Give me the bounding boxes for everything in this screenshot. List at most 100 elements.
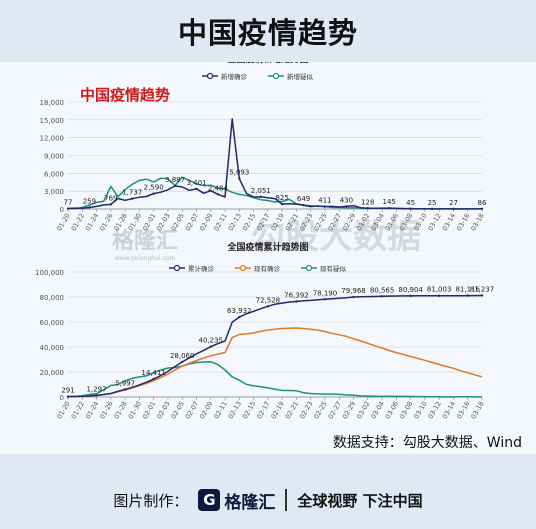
data-label-2-4: 14,411 bbox=[141, 369, 166, 377]
y-tick-label-2-1: 0 bbox=[60, 394, 64, 402]
x-tick-label-1-28: 03-14 bbox=[441, 212, 457, 232]
data-label-2-3: 5,997 bbox=[115, 380, 135, 388]
x-tick-label-2-12: 02-11 bbox=[212, 400, 228, 420]
legend-marker-2-2 bbox=[239, 264, 247, 272]
x-tick-label-2-18: 02-23 bbox=[298, 400, 314, 420]
data-point-1-14 bbox=[345, 205, 348, 208]
data-label-1-15: 128 bbox=[361, 198, 374, 206]
page-title: 中国疫情趋势 bbox=[177, 16, 358, 50]
x-tick-label-2-11: 02-09 bbox=[198, 400, 214, 420]
footer-logo-text: 格隆汇 bbox=[224, 492, 276, 513]
x-tick-label-2-17: 02-21 bbox=[284, 400, 300, 420]
y-tick-label-1-4: 9,000 bbox=[44, 153, 64, 161]
data-label-1-7: 3,401 bbox=[186, 179, 206, 187]
data-label-2-15: 81,116 bbox=[455, 286, 480, 294]
data-label-1-20: 86 bbox=[478, 199, 487, 207]
x-tick-label-2-19: 02-25 bbox=[312, 400, 328, 420]
data-label-1-6: 3,887 bbox=[165, 176, 185, 184]
data-label-2-5: 28,060 bbox=[170, 352, 195, 360]
y-tick-label-1-6: 15,000 bbox=[40, 117, 65, 125]
data-point-1-20 bbox=[480, 207, 484, 210]
x-tick-label-2-28: 03-14 bbox=[441, 400, 457, 420]
data-label-1-19: 27 bbox=[449, 199, 458, 207]
x-tick-label-2-5: 01-28 bbox=[112, 400, 128, 420]
x-tick-label-1-9: 02-05 bbox=[170, 212, 186, 232]
data-label-1-18: 25 bbox=[428, 199, 437, 207]
data-label-2-16: 81,237 bbox=[470, 285, 495, 293]
data-point-1-11 bbox=[280, 202, 284, 206]
y-tick-label-1-3: 6,000 bbox=[44, 170, 64, 178]
data-label-1-9: 5,093 bbox=[229, 169, 249, 177]
data-point-2-5 bbox=[181, 360, 184, 364]
data-point-1-3 bbox=[109, 203, 113, 206]
x-tick-label-2-16: 02-19 bbox=[269, 400, 285, 420]
footer: 图片制作： G 格隆汇 全球视野 下注中国 bbox=[0, 480, 536, 520]
y-tick-label-1-7: 18,000 bbox=[40, 99, 65, 107]
watermark-text: 勾股大数据 bbox=[251, 217, 421, 257]
data-label-1-5: 2,590 bbox=[144, 184, 164, 192]
chart-title-2: 全国疫情累计趋势图 bbox=[226, 241, 308, 253]
x-tick-label-2-27: 03-12 bbox=[427, 400, 443, 420]
x-tick-label-2-21: 02-29 bbox=[341, 400, 357, 420]
data-label-2-6: 40,235 bbox=[199, 337, 224, 345]
data-point-2-12 bbox=[380, 295, 384, 298]
x-tick-label-2-13: 02-13 bbox=[227, 400, 243, 420]
series-line-2-1 bbox=[67, 294, 483, 398]
x-tick-label-2-22: 03-02 bbox=[355, 400, 371, 420]
legend-marker-2-1 bbox=[173, 264, 181, 272]
legend-label-2-1: 累计确诊 bbox=[188, 264, 215, 273]
y-tick-label-2-3: 40,000 bbox=[40, 344, 65, 352]
x-tick-label-2-20: 02-27 bbox=[327, 400, 343, 420]
x-tick-label-2-2: 01-22 bbox=[70, 400, 86, 420]
data-point-1-13 bbox=[323, 205, 327, 208]
footer-divider bbox=[285, 489, 288, 511]
footer-logo: G 格隆汇 bbox=[198, 488, 275, 513]
x-tick-label-1-12: 02-11 bbox=[212, 212, 228, 232]
legend-label-2-2: 现有确诊 bbox=[254, 264, 281, 273]
data-point-2-1 bbox=[66, 395, 70, 398]
data-point-2-6 bbox=[209, 345, 212, 348]
data-point-1-5 bbox=[152, 192, 155, 195]
data-label-1-2: 259 bbox=[83, 197, 96, 205]
data-label-1-11: 825 bbox=[275, 194, 288, 202]
x-tick-label-1-27: 03-12 bbox=[427, 212, 443, 232]
x-tick-label-2-29: 03-16 bbox=[455, 400, 471, 420]
legend-marker-1-2 bbox=[272, 72, 280, 80]
legend-label-1-2: 新增疑似 bbox=[287, 72, 314, 81]
x-tick-label-2-25: 03-08 bbox=[398, 400, 414, 420]
data-label-1-1: 77 bbox=[64, 199, 73, 207]
data-point-1-9 bbox=[238, 177, 241, 180]
x-tick-label-1-2: 01-22 bbox=[70, 212, 86, 232]
data-point-1-6 bbox=[173, 184, 177, 188]
data-point-2-3 bbox=[123, 388, 127, 391]
y-tick-label-2-4: 60,000 bbox=[40, 319, 65, 327]
source-note: 数据支持：勾股大数据、Wind bbox=[332, 435, 522, 451]
data-point-2-2 bbox=[95, 394, 98, 397]
data-point-2-10 bbox=[323, 298, 327, 301]
data-point-1-16 bbox=[388, 206, 391, 210]
data-point-1-8 bbox=[216, 193, 220, 196]
x-tick-label-2-26: 03-10 bbox=[412, 400, 428, 420]
series-line-1-1 bbox=[67, 118, 483, 210]
data-point-2-8 bbox=[266, 305, 270, 308]
data-label-2-7: 63,932 bbox=[227, 307, 252, 315]
data-label-2-9: 76,392 bbox=[284, 292, 309, 300]
x-tick-label-2-4: 01-26 bbox=[98, 400, 114, 420]
data-point-2-14 bbox=[437, 294, 441, 297]
footer-slogan: 全球视野 下注中国 bbox=[297, 491, 423, 510]
data-point-2-16 bbox=[480, 294, 484, 297]
data-point-1-1 bbox=[66, 207, 70, 210]
x-tick-label-1-30: 03-18 bbox=[469, 212, 485, 232]
watermark-logo-text: 格隆汇 bbox=[112, 228, 178, 254]
data-point-2-7 bbox=[238, 315, 241, 319]
x-tick-label-2-9: 02-05 bbox=[170, 400, 186, 420]
data-label-2-14: 81,003 bbox=[427, 286, 452, 294]
y-tick-label-2-2: 20,000 bbox=[40, 369, 65, 377]
x-tick-label-2-8: 02-03 bbox=[155, 400, 171, 420]
x-tick-label-2-15: 02-17 bbox=[255, 400, 271, 420]
x-tick-label-2-24: 03-06 bbox=[384, 400, 400, 420]
y-tick-label-1-5: 12,000 bbox=[40, 135, 65, 143]
data-label-2-12: 80,565 bbox=[370, 286, 395, 294]
x-tick-label-2-30: 03-18 bbox=[469, 400, 485, 420]
